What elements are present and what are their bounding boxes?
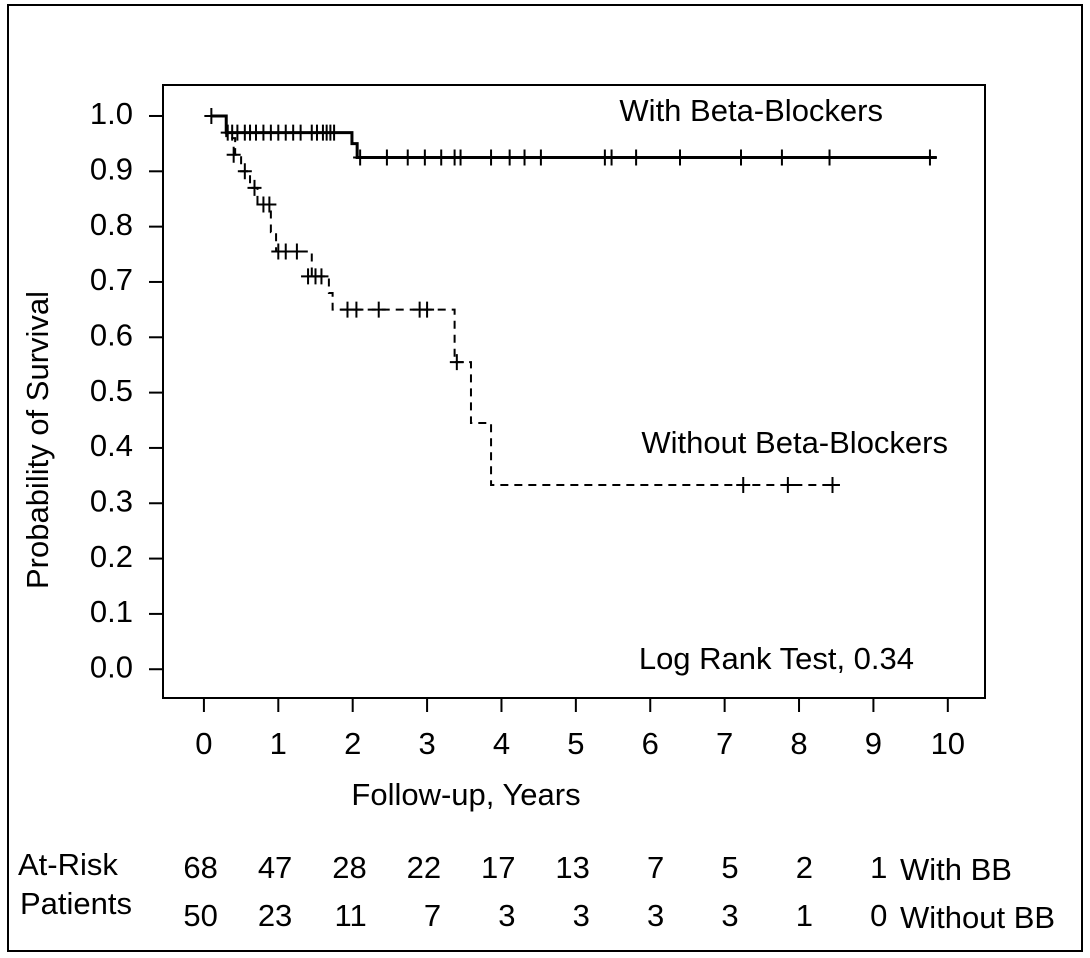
series-label: Without Beta-Blockers: [641, 425, 948, 460]
censor-mark: [734, 149, 749, 166]
risk-count: 3: [498, 898, 515, 933]
y-tick-label: 0.0: [90, 649, 133, 684]
censor-mark: [262, 196, 277, 213]
x-tick-label: 0: [195, 726, 212, 761]
series-label: With Beta-Blockers: [619, 93, 883, 128]
risk-row-name: Without BB: [900, 900, 1055, 935]
censor-mark: [517, 149, 532, 166]
y-tick-label: 0.6: [90, 317, 133, 352]
risk-count: 23: [258, 898, 292, 933]
plot-frame: [162, 84, 986, 699]
risk-count: 13: [555, 850, 589, 885]
risk-count: 47: [258, 850, 292, 885]
censor-mark: [453, 149, 468, 166]
censor-mark: [371, 301, 386, 318]
risk-label: Patients: [20, 886, 132, 921]
y-tick-label: 0.1: [90, 594, 133, 629]
censor-mark: [434, 149, 449, 166]
risk-count: 50: [183, 898, 217, 933]
risk-count: 5: [721, 850, 738, 885]
x-tick-label: 2: [344, 726, 361, 761]
censor-mark: [736, 476, 751, 493]
x-tick-label: 6: [642, 726, 659, 761]
risk-count: 1: [796, 898, 813, 933]
risk-count: 68: [183, 850, 217, 885]
censor-mark: [780, 476, 795, 493]
censor-mark: [314, 268, 329, 285]
censor-mark: [226, 146, 241, 163]
censor-mark: [533, 149, 548, 166]
x-tick-label: 7: [716, 726, 733, 761]
censor-mark: [353, 149, 368, 166]
censor-mark: [289, 243, 304, 260]
y-axis-label: Probability of Survival: [20, 291, 55, 589]
censor-mark: [604, 149, 619, 166]
censor-mark: [349, 301, 364, 318]
risk-count: 22: [407, 850, 441, 885]
censor-mark: [825, 476, 840, 493]
x-tick-label: 9: [865, 726, 882, 761]
censor-mark: [420, 301, 435, 318]
risk-count: 7: [424, 898, 441, 933]
risk-count: 28: [332, 850, 366, 885]
y-tick-label: 0.8: [90, 207, 133, 242]
censor-mark: [629, 149, 644, 166]
y-tick-label: 0.5: [90, 373, 133, 408]
x-tick-label: 8: [790, 726, 807, 761]
y-tick-label: 0.3: [90, 483, 133, 518]
outer-frame: [7, 4, 1083, 952]
y-tick-label: 0.9: [90, 151, 133, 186]
x-tick-label: 1: [270, 726, 287, 761]
censor-mark: [822, 149, 837, 166]
y-tick-label: 0.7: [90, 262, 133, 297]
censor-mark: [400, 149, 415, 166]
censor-mark: [922, 149, 937, 166]
risk-count: 3: [573, 898, 590, 933]
x-tick-label: 5: [567, 726, 584, 761]
risk-count: 11: [335, 898, 367, 933]
risk-count: 2: [796, 850, 813, 885]
censor-mark: [237, 163, 252, 180]
censor-mark: [449, 354, 464, 371]
censor-mark: [774, 149, 789, 166]
censor-mark: [484, 149, 499, 166]
y-tick-label: 0.2: [90, 539, 133, 574]
risk-count: 17: [481, 850, 515, 885]
risk-row-name: With BB: [900, 852, 1012, 887]
x-tick-label: 10: [931, 726, 965, 761]
y-tick-label: 0.4: [90, 428, 133, 463]
x-tick-label: 4: [493, 726, 510, 761]
censor-mark: [502, 149, 517, 166]
x-tick-label: 3: [418, 726, 435, 761]
annotation: Log Rank Test, 0.34: [639, 641, 914, 676]
censor-mark: [417, 149, 432, 166]
censor-mark: [673, 149, 688, 166]
y-tick-label: 1.0: [90, 96, 133, 131]
risk-label: At-Risk: [18, 847, 118, 882]
risk-count: 0: [870, 898, 887, 933]
censor-mark: [327, 124, 342, 141]
risk-count: 1: [870, 850, 887, 885]
x-axis-label: Follow-up, Years: [351, 777, 580, 812]
censor-mark: [247, 179, 262, 196]
censor-mark: [379, 149, 394, 166]
risk-count: 7: [647, 850, 664, 885]
risk-count: 3: [721, 898, 738, 933]
risk-count: 3: [647, 898, 664, 933]
